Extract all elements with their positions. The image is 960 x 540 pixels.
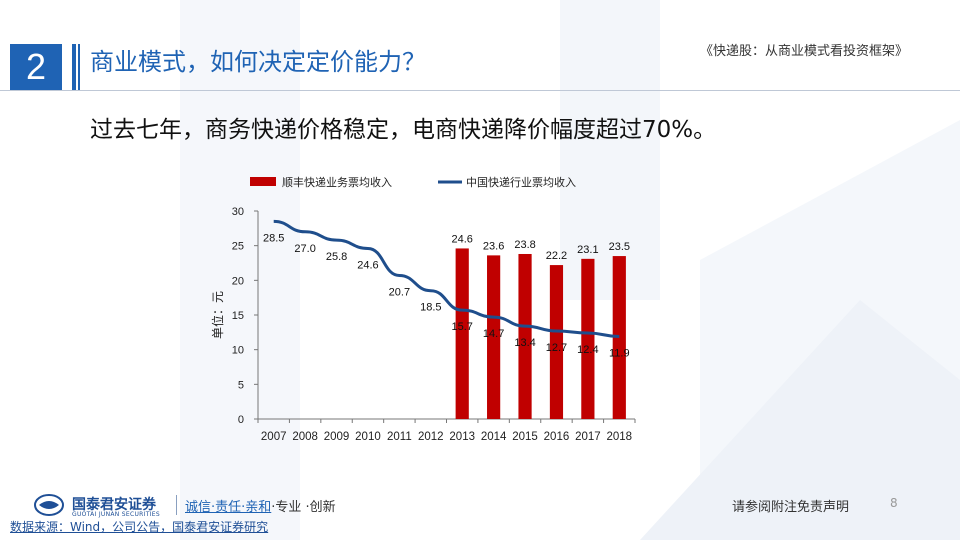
x-tick-label: 2011 bbox=[387, 431, 412, 443]
brand-logo-icon bbox=[34, 494, 64, 516]
report-title: 《快递股：从商业模式看投资框架》 bbox=[700, 44, 909, 59]
y-tick-label: 20 bbox=[232, 275, 244, 287]
legend-bar-swatch bbox=[250, 177, 276, 186]
line-value-label: 24.6 bbox=[357, 259, 378, 271]
y-tick-label: 25 bbox=[232, 241, 244, 253]
motto-rest: ·专业 ·创新 bbox=[271, 500, 336, 515]
y-tick-label: 10 bbox=[232, 345, 244, 357]
chart: 顺丰快递业务票均收入 中国快递行业票均收入 0 5 10 15 20 25 30 2007 200… bbox=[210, 175, 636, 443]
y-tick-label: 30 bbox=[232, 206, 244, 218]
section-title: 商业模式，如何决定定价能力？ bbox=[90, 48, 426, 76]
x-tick-label: 2013 bbox=[449, 431, 475, 443]
line-value-label: 15.7 bbox=[451, 321, 472, 333]
disclaimer: 请参阅附注免责声明 bbox=[732, 500, 850, 515]
legend-bar-label: 顺丰快递业务票均收入 bbox=[282, 175, 392, 189]
x-tick-label: 2015 bbox=[512, 431, 538, 443]
bar bbox=[518, 253, 532, 419]
bar-value-label: 23.8 bbox=[514, 239, 535, 251]
line-value-label: 12.4 bbox=[577, 344, 598, 356]
line-value-label: 20.7 bbox=[389, 286, 410, 298]
legend-line-label: 中国快递行业票均收入 bbox=[466, 175, 576, 189]
motto-highlight[interactable]: 诚信·责任·亲和 bbox=[185, 500, 272, 515]
chart-legend: 顺丰快递业务票均收入 中国快递行业票均收入 bbox=[250, 175, 576, 189]
x-tick-label: 2008 bbox=[292, 431, 318, 443]
page-number: 8 bbox=[890, 496, 898, 510]
bar-value-label: 22.2 bbox=[546, 250, 567, 262]
x-tick-label: 2016 bbox=[544, 431, 570, 443]
x-tick-label: 2007 bbox=[261, 431, 287, 443]
line-value-label: 12.7 bbox=[546, 342, 567, 354]
bar bbox=[487, 255, 501, 419]
line-value-label: 13.4 bbox=[514, 337, 535, 349]
line-value-label: 18.5 bbox=[420, 302, 441, 314]
y-tick-label: 15 bbox=[232, 310, 244, 322]
footer-separator bbox=[176, 495, 177, 515]
y-tick-label: 0 bbox=[238, 414, 244, 426]
x-tick-label: 2017 bbox=[575, 431, 601, 443]
footer-motto: 诚信·责任·亲和·专业 ·创新 bbox=[185, 496, 336, 515]
headline: 过去七年，商务快递价格稳定，电商快递降价幅度超过70%。 bbox=[90, 117, 717, 143]
bar bbox=[549, 265, 564, 419]
line-value-label: 28.5 bbox=[263, 232, 284, 244]
bar-value-label: 23.1 bbox=[577, 244, 598, 256]
line-value-label: 27.0 bbox=[294, 243, 315, 255]
bar-value-label: 23.5 bbox=[609, 241, 630, 253]
x-tick-label: 2012 bbox=[418, 431, 444, 443]
line-path bbox=[273, 219, 620, 338]
bar-value-label: 23.6 bbox=[483, 240, 504, 252]
data-labels: 24.6 23.6 23.8 22.2 23.1 23.5 28.5 27.0 25.8 24.6… bbox=[263, 232, 630, 359]
line-value-label: 14.7 bbox=[483, 328, 504, 340]
x-tick-label: 2018 bbox=[606, 431, 632, 443]
chart-axes: 0 5 10 15 20 25 30 2007 2008 2009 2010 2011 2012 2013… bbox=[210, 206, 636, 443]
section-divider-thin bbox=[78, 44, 80, 90]
x-tick-label: 2014 bbox=[481, 431, 507, 443]
brand-name: 国泰君安证券 bbox=[72, 497, 156, 513]
y-tick-label: 5 bbox=[238, 379, 244, 391]
title-rule bbox=[0, 90, 960, 91]
line-value-label: 11.9 bbox=[609, 347, 630, 359]
line-value-label: 25.8 bbox=[326, 251, 347, 263]
brand-name-en: GUOTAI JUNAN SECURITIES bbox=[72, 511, 160, 518]
x-tick-label: 2009 bbox=[324, 431, 350, 443]
bar bbox=[455, 248, 469, 419]
section-number: 2 bbox=[10, 44, 62, 90]
bar-series bbox=[455, 248, 626, 419]
bar bbox=[581, 258, 595, 419]
x-tick-label: 2010 bbox=[355, 431, 381, 443]
section-divider bbox=[72, 44, 76, 90]
data-source[interactable]: 数据来源：Wind，公司公告，国泰君安证券研究 bbox=[10, 520, 269, 534]
line-series bbox=[273, 219, 620, 338]
y-axis-label: 单位：元 bbox=[210, 291, 225, 339]
bar-value-label: 24.6 bbox=[451, 233, 472, 245]
